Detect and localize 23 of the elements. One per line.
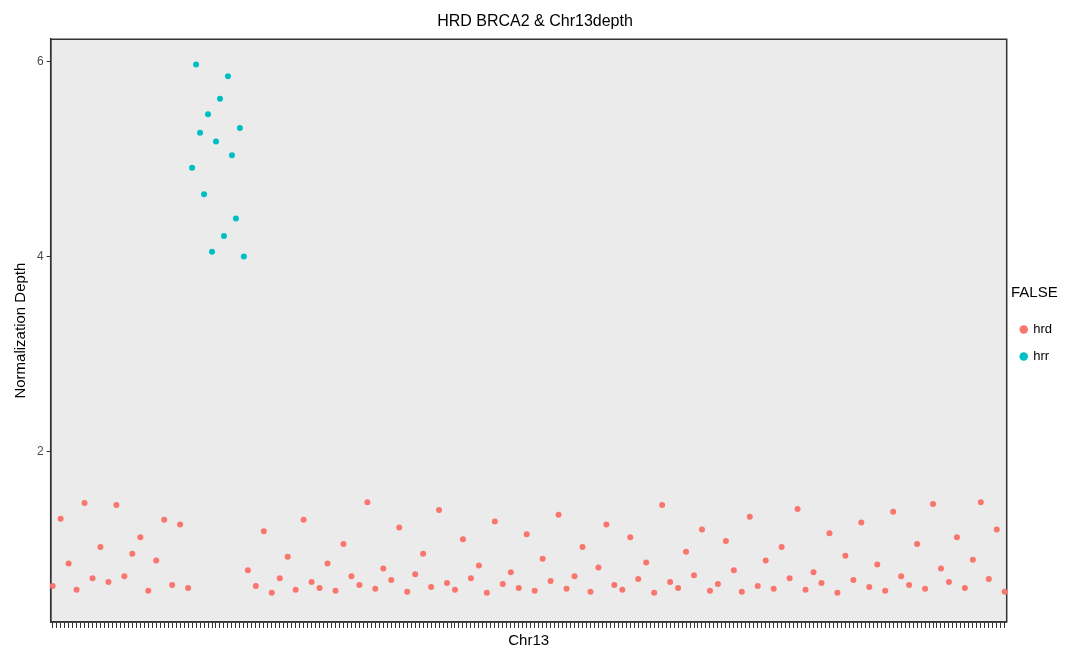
point: [197, 129, 204, 136]
y-tick-label: 2: [36, 443, 44, 458]
point: [201, 191, 208, 198]
point: [189, 164, 196, 171]
point: [240, 253, 247, 260]
point: [220, 233, 227, 240]
point: [232, 215, 239, 222]
y-tick-label: 4: [36, 248, 44, 263]
x-axis-title: Chr13: [508, 631, 550, 649]
y-axis-title: Normalization Depth: [11, 262, 29, 399]
point: [228, 152, 235, 159]
point: [224, 73, 231, 80]
y-tick-label: 6: [36, 53, 44, 68]
legend-title: FALSE: [1011, 282, 1058, 300]
point: [209, 248, 216, 255]
legend-label: hrr: [1033, 348, 1050, 364]
point: [216, 95, 223, 102]
legend-label: hrd: [1033, 321, 1053, 337]
chart-title: HRD BRCA2 & Chr13depth: [437, 12, 633, 30]
point: [193, 61, 200, 68]
point: [205, 111, 212, 118]
point: [236, 124, 243, 131]
point: [212, 138, 219, 145]
